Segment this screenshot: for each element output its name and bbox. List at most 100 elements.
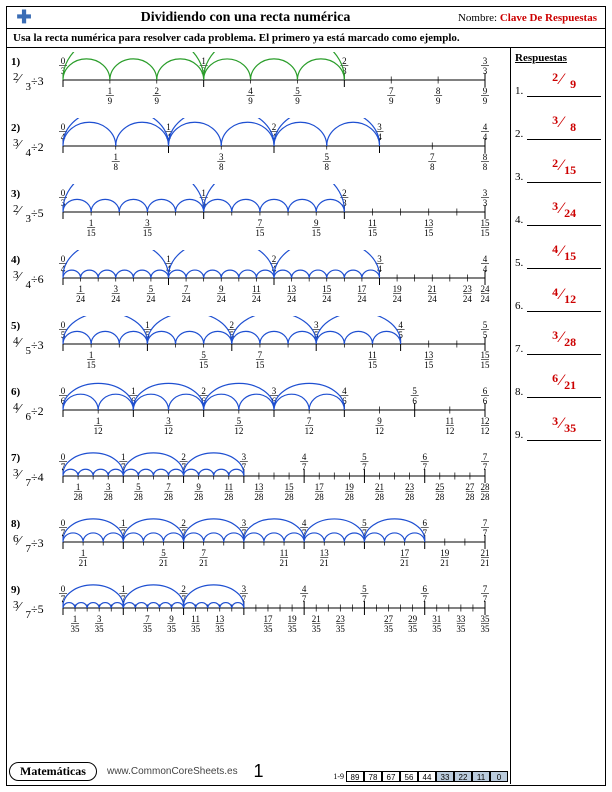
problem-row: 4)04142434441243245247249241124132415241… bbox=[11, 250, 508, 308]
svg-text:7: 7 bbox=[201, 548, 206, 558]
svg-text:29: 29 bbox=[408, 614, 418, 624]
score-cell: 78 bbox=[364, 771, 382, 782]
svg-text:7: 7 bbox=[483, 528, 488, 538]
svg-text:9: 9 bbox=[196, 482, 201, 492]
svg-text:28: 28 bbox=[405, 492, 415, 502]
answer-row: 7.3⁄28 bbox=[515, 330, 601, 355]
answer-row: 8.6⁄21 bbox=[515, 373, 601, 398]
svg-text:7: 7 bbox=[307, 416, 312, 426]
number-line-wrap: 03132333115315715915111513151515 bbox=[49, 184, 508, 242]
svg-text:7: 7 bbox=[422, 594, 427, 604]
number-line: 0717273747576777128328528728928112813281… bbox=[49, 448, 499, 506]
svg-text:8: 8 bbox=[483, 152, 488, 162]
score-cell: 33 bbox=[436, 771, 454, 782]
svg-text:19: 19 bbox=[345, 482, 355, 492]
svg-text:1: 1 bbox=[166, 122, 171, 132]
problem-expression: 6⁄7÷3 bbox=[13, 536, 44, 552]
svg-text:24: 24 bbox=[76, 294, 86, 304]
svg-text:3: 3 bbox=[97, 614, 102, 624]
svg-text:35: 35 bbox=[408, 624, 418, 634]
svg-text:24: 24 bbox=[146, 294, 156, 304]
svg-text:2: 2 bbox=[155, 86, 160, 96]
svg-text:5: 5 bbox=[362, 452, 367, 462]
svg-text:15: 15 bbox=[87, 360, 97, 370]
svg-text:9: 9 bbox=[108, 96, 113, 106]
svg-text:15: 15 bbox=[368, 360, 378, 370]
svg-text:15: 15 bbox=[143, 228, 153, 238]
name-value: Clave De Respuestas bbox=[500, 12, 597, 24]
name-line: Nombre: Clave De Respuestas bbox=[458, 12, 597, 24]
svg-text:7: 7 bbox=[258, 218, 263, 228]
svg-text:5: 5 bbox=[149, 284, 154, 294]
svg-text:15: 15 bbox=[481, 360, 491, 370]
svg-text:28: 28 bbox=[74, 492, 84, 502]
svg-text:21: 21 bbox=[320, 558, 329, 568]
svg-text:4: 4 bbox=[483, 122, 488, 132]
svg-text:23: 23 bbox=[405, 482, 415, 492]
answer-number: 7. bbox=[515, 343, 523, 355]
svg-text:9: 9 bbox=[169, 614, 174, 624]
svg-text:28: 28 bbox=[481, 492, 491, 502]
svg-text:7: 7 bbox=[430, 152, 435, 162]
svg-text:1: 1 bbox=[89, 350, 94, 360]
answer-number: 3. bbox=[515, 171, 523, 183]
svg-text:1: 1 bbox=[121, 518, 126, 528]
svg-text:2: 2 bbox=[342, 56, 347, 66]
svg-text:12: 12 bbox=[445, 426, 454, 436]
svg-text:11: 11 bbox=[191, 614, 200, 624]
svg-text:35: 35 bbox=[95, 624, 105, 634]
svg-text:6: 6 bbox=[412, 396, 417, 406]
svg-text:3: 3 bbox=[483, 66, 488, 76]
svg-text:9: 9 bbox=[389, 96, 394, 106]
svg-text:9: 9 bbox=[219, 284, 224, 294]
svg-text:3: 3 bbox=[106, 482, 111, 492]
svg-text:7: 7 bbox=[389, 86, 394, 96]
answers-header: Respuestas bbox=[515, 52, 601, 64]
svg-text:2: 2 bbox=[342, 188, 347, 198]
svg-text:13: 13 bbox=[287, 284, 297, 294]
svg-text:24: 24 bbox=[428, 294, 438, 304]
svg-text:13: 13 bbox=[424, 218, 434, 228]
answers-list: 1.2⁄92.3⁄83.2⁄154.3⁄245.4⁄156.4⁄127.3⁄28… bbox=[515, 72, 601, 441]
svg-text:12: 12 bbox=[375, 426, 384, 436]
svg-text:1: 1 bbox=[96, 416, 101, 426]
svg-text:9: 9 bbox=[436, 96, 441, 106]
answer-value: 3⁄8 bbox=[527, 115, 601, 140]
svg-text:4: 4 bbox=[302, 452, 307, 462]
svg-text:24: 24 bbox=[481, 284, 491, 294]
answer-value: 4⁄12 bbox=[527, 287, 601, 312]
svg-text:17: 17 bbox=[315, 482, 325, 492]
subject-box: Matemáticas bbox=[9, 762, 97, 781]
svg-text:9: 9 bbox=[483, 96, 488, 106]
svg-text:35: 35 bbox=[312, 624, 322, 634]
svg-text:5: 5 bbox=[412, 386, 417, 396]
svg-text:23: 23 bbox=[336, 614, 346, 624]
svg-text:15: 15 bbox=[285, 482, 295, 492]
problem-row: 2)04142434441838587888 bbox=[11, 118, 508, 176]
svg-text:24: 24 bbox=[287, 294, 297, 304]
svg-text:35: 35 bbox=[215, 624, 225, 634]
svg-text:7: 7 bbox=[483, 452, 488, 462]
svg-text:12: 12 bbox=[481, 416, 490, 426]
name-label: Nombre: bbox=[458, 12, 497, 24]
answers-column: Respuestas 1.2⁄92.3⁄83.2⁄154.3⁄245.4⁄156… bbox=[511, 48, 605, 784]
number-line: 04142434441838587888 bbox=[49, 118, 499, 176]
number-line: 0313233319294959798999 bbox=[49, 52, 499, 110]
svg-text:7: 7 bbox=[145, 614, 150, 624]
svg-text:12: 12 bbox=[234, 426, 243, 436]
score-cell: 22 bbox=[454, 771, 472, 782]
answer-row: 4.3⁄24 bbox=[515, 201, 601, 226]
svg-text:28: 28 bbox=[345, 492, 355, 502]
svg-text:31: 31 bbox=[432, 614, 441, 624]
svg-text:21: 21 bbox=[481, 548, 490, 558]
answer-value: 2⁄9 bbox=[527, 72, 601, 97]
svg-text:35: 35 bbox=[481, 624, 491, 634]
svg-text:7: 7 bbox=[302, 462, 307, 472]
svg-text:9: 9 bbox=[155, 96, 160, 106]
svg-text:5: 5 bbox=[161, 548, 166, 558]
problem-expression: 4⁄6÷2 bbox=[13, 404, 44, 420]
svg-text:15: 15 bbox=[481, 218, 491, 228]
svg-text:28: 28 bbox=[254, 492, 264, 502]
problem-row: 8)07172737475767771215217211121132117211… bbox=[11, 514, 508, 572]
svg-text:28: 28 bbox=[194, 492, 204, 502]
